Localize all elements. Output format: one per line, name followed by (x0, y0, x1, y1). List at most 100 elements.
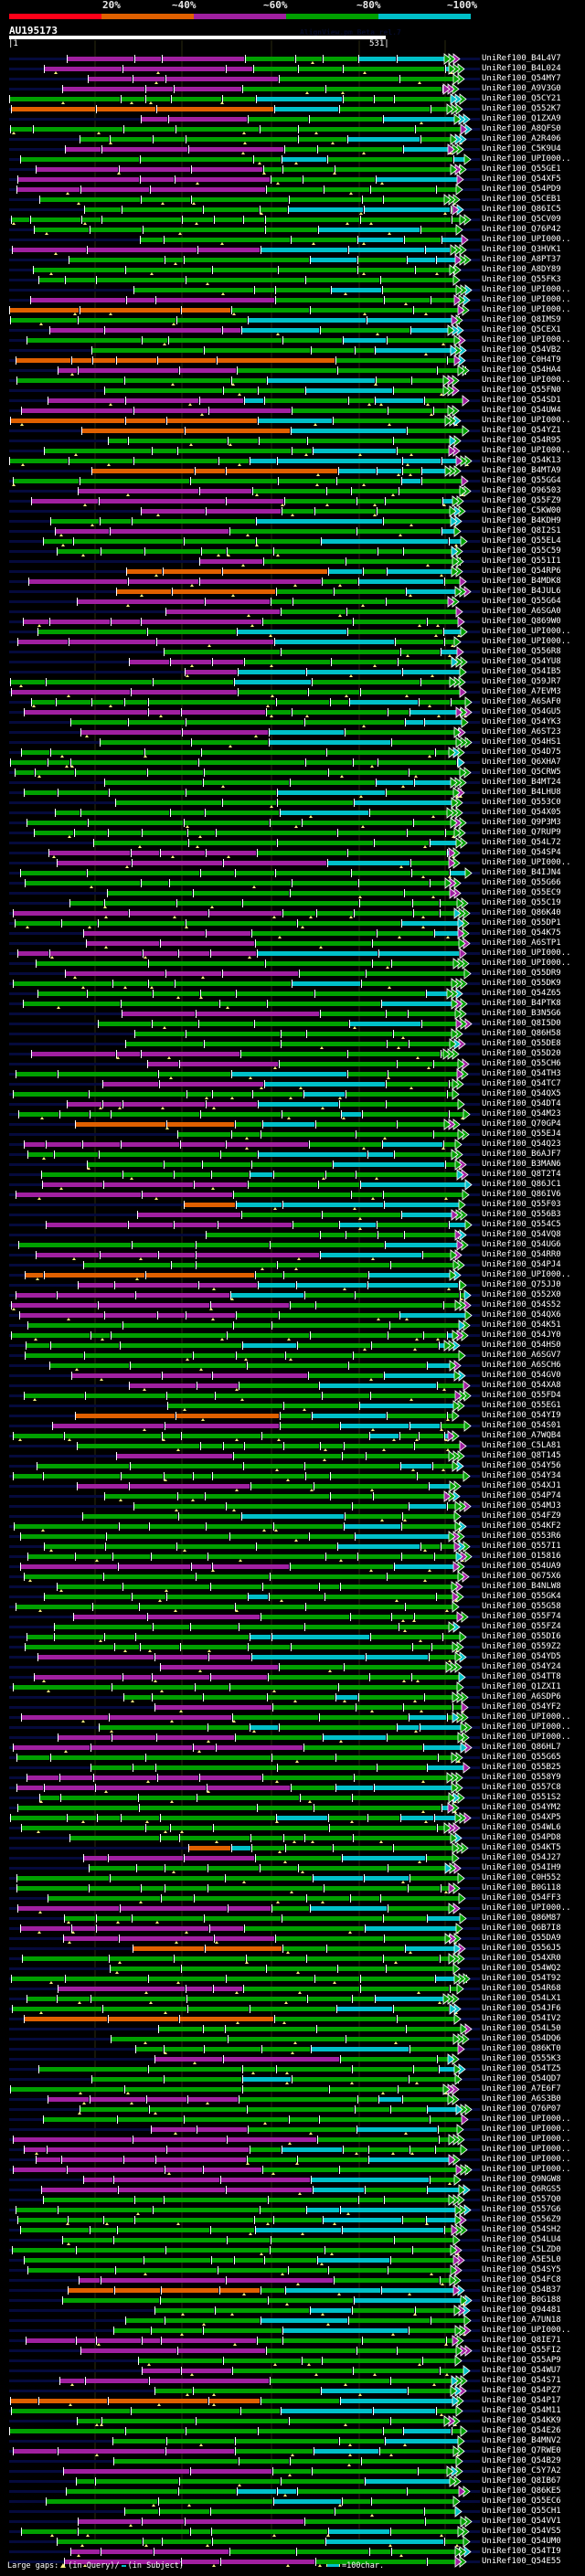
hit-row[interactable]: UniRef100_Q54QX5 (0, 1088, 585, 1100)
hit-label[interactable]: UniRef100_UPI000.. (482, 2135, 571, 2144)
hit-label[interactable]: UniRef100_Q76P42 (482, 225, 561, 234)
hit-row[interactable]: UniRef100_Q54TZ5 (0, 2063, 585, 2075)
hit-row[interactable]: UniRef100_Q54T92 (0, 1973, 585, 1985)
hit-label[interactable]: UniRef100_Q55B25 (482, 1763, 561, 1772)
hit-row[interactable]: UniRef100_Q54LU4 (0, 2234, 585, 2246)
hit-row[interactable]: UniRef100_Q55DI6 (0, 1631, 585, 1643)
hit-label[interactable]: UniRef100_B4NLW8 (482, 1582, 561, 1591)
hit-row[interactable]: UniRef100_UPI000.. (0, 2154, 585, 2166)
hit-row[interactable]: UniRef100_Q5CEX1 (0, 324, 585, 336)
hit-row[interactable]: UniRef100_Q75JJ0 (0, 1279, 585, 1291)
hit-label[interactable]: UniRef100_A8QFS0 (482, 124, 561, 133)
hit-label[interactable]: UniRef100_Q54LU4 (482, 2235, 561, 2244)
hit-row[interactable]: UniRef100_Q54QD7 (0, 2073, 585, 2085)
hit-label[interactable]: UniRef100_Q54PD8 (482, 1833, 561, 1842)
hit-row[interactable]: UniRef100_Q7RUP9 (0, 827, 585, 839)
hit-row[interactable]: UniRef100_Q54UG6 (0, 1239, 585, 1251)
hit-label[interactable]: UniRef100_Q1ZXA9 (482, 114, 561, 123)
hit-row[interactable]: UniRef100_B6AJF7 (0, 1149, 585, 1161)
hit-label[interactable]: UniRef100_A7EVM3 (482, 687, 561, 696)
hit-row[interactable]: UniRef100_Q55DR9 (0, 968, 585, 980)
hit-row[interactable]: UniRef100_Q54KF2 (0, 1521, 585, 1532)
hit-label[interactable]: UniRef100_UPI000.. (482, 949, 571, 958)
hit-label[interactable]: UniRef100_UPI000.. (482, 335, 571, 345)
hit-label[interactable]: UniRef100_Q54S01 (482, 1421, 561, 1430)
hit-row[interactable]: UniRef100_Q54HS0 (0, 1340, 585, 1352)
hit-label[interactable]: UniRef100_Q8IE71 (482, 2336, 561, 2345)
hit-row[interactable]: UniRef100_Q54K51 (0, 1320, 585, 1331)
hit-label[interactable]: UniRef100_UPI000.. (482, 2326, 571, 2335)
hit-label[interactable]: UniRef100_Q55DK9 (482, 979, 561, 988)
hit-row[interactable]: UniRef100_Q54R68 (0, 1983, 585, 1995)
hit-label[interactable]: UniRef100_UPI000.. (482, 1903, 571, 1913)
hit-row[interactable]: UniRef100_Q54TT8 (0, 1671, 585, 1683)
hit-label[interactable]: UniRef100_Q55EC9 (482, 888, 561, 897)
hit-row[interactable]: UniRef100_Q54WU7 (0, 2365, 585, 2377)
hit-row[interactable]: UniRef100_Q54SH2 (0, 2224, 585, 2236)
hit-label[interactable]: UniRef100_Q54Q23 (482, 1140, 561, 1149)
hit-label[interactable]: UniRef100_UPI000.. (482, 2145, 571, 2154)
hit-label[interactable]: UniRef100_B4IJN4 (482, 868, 561, 877)
hit-row[interactable]: UniRef100_B4MDK8 (0, 576, 585, 588)
hit-row[interactable]: UniRef100_B3N5G6 (0, 1008, 585, 1020)
hit-row[interactable]: UniRef100_Q8I5D0 (0, 1018, 585, 1030)
hit-row[interactable]: UniRef100_A2R406 (0, 133, 585, 145)
hit-label[interactable]: UniRef100_UPI000.. (482, 235, 571, 244)
hit-row[interactable]: UniRef100_Q55FI2 (0, 2345, 585, 2357)
hit-row[interactable]: UniRef100_Q86JC1 (0, 1179, 585, 1191)
hit-row[interactable]: UniRef100_Q54PD8 (0, 1832, 585, 1844)
hit-row[interactable]: UniRef100_UPI000.. (0, 1712, 585, 1723)
hit-label[interactable]: UniRef100_Q55FZ4 (482, 1622, 561, 1631)
hit-row[interactable]: UniRef100_Q54PZ7 (0, 2385, 585, 2397)
hit-label[interactable]: UniRef100_UPI000.. (482, 1712, 571, 1722)
hit-label[interactable]: UniRef100_Q55CH6 (482, 1059, 561, 1068)
hit-row[interactable]: UniRef100_B4LHU8 (0, 787, 585, 799)
hit-label[interactable]: UniRef100_B3MAN6 (482, 1160, 561, 1169)
hit-label[interactable]: UniRef100_Q54R95 (482, 436, 561, 445)
hit-row[interactable]: UniRef100_Q554C5 (0, 1219, 585, 1231)
hit-row[interactable]: UniRef100_C5LZD0 (0, 2244, 585, 2256)
hit-row[interactable]: UniRef100_Q54SY5 (0, 2264, 585, 2276)
hit-row[interactable]: UniRef100_Q54PJ4 (0, 1259, 585, 1271)
hit-row[interactable]: UniRef100_UPI000.. (0, 626, 585, 638)
hit-label[interactable]: UniRef100_A6SCH6 (482, 1361, 561, 1370)
hit-row[interactable]: UniRef100_Q1ZXA9 (0, 113, 585, 125)
hit-label[interactable]: UniRef100_Q558Y9 (482, 1773, 561, 1782)
hit-label[interactable]: UniRef100_Q54Z65 (482, 989, 561, 998)
hit-label[interactable]: UniRef100_A6ST23 (482, 727, 561, 737)
hit-label[interactable]: UniRef100_Q55DR9 (482, 969, 561, 978)
hit-label[interactable]: UniRef100_B4PTK8 (482, 999, 561, 1008)
hit-label[interactable]: UniRef100_Q552K7 (482, 104, 561, 113)
hit-row[interactable]: UniRef100_UPI000.. (0, 636, 585, 648)
hit-row[interactable]: UniRef100_Q54DQ6 (0, 2033, 585, 2045)
hit-label[interactable]: UniRef100_UPI000.. (482, 2155, 571, 2164)
hit-label[interactable]: UniRef100_Q54B37 (482, 2285, 561, 2295)
hit-row[interactable]: UniRef100_Q55FN0 (0, 385, 585, 397)
hit-row[interactable]: UniRef100_Q55FZ4 (0, 1621, 585, 1633)
hit-row[interactable]: UniRef100_A9V3G0 (0, 83, 585, 95)
hit-label[interactable]: UniRef100_Q55FZ9 (482, 496, 561, 505)
hit-row[interactable]: UniRef100_Q54SD1 (0, 395, 585, 407)
hit-row[interactable]: UniRef100_B4MTA9 (0, 465, 585, 477)
hit-row[interactable]: UniRef100_B4NLW8 (0, 1581, 585, 1593)
hit-label[interactable]: UniRef100_Q54XJ1 (482, 1481, 561, 1490)
hit-label[interactable]: UniRef100_Q54TZ5 (482, 2064, 561, 2073)
hit-row[interactable]: UniRef100_Q55G66 (0, 877, 585, 889)
hit-row[interactable]: UniRef100_Q55G64 (0, 596, 585, 608)
hit-label[interactable]: UniRef100_A6SGV7 (482, 1351, 561, 1360)
hit-row[interactable]: UniRef100_Q54TC7 (0, 1078, 585, 1090)
hit-label[interactable]: UniRef100_Q54DQ6 (482, 2034, 561, 2043)
hit-row[interactable]: UniRef100_Q54P74 (0, 1490, 585, 1502)
hit-row[interactable]: UniRef100_Q552K7 (0, 103, 585, 115)
hit-row[interactable]: UniRef100_UPI000.. (0, 1269, 585, 1281)
hit-row[interactable]: UniRef100_A8QFS0 (0, 123, 585, 135)
hit-label[interactable]: UniRef100_UPI000.. (482, 154, 571, 164)
hit-row[interactable]: UniRef100_Q86HL7 (0, 1742, 585, 1754)
hit-row[interactable]: UniRef100_Q54KT5 (0, 1842, 585, 1854)
hit-label[interactable]: UniRef100_Q54UA9 (482, 1562, 561, 1571)
hit-row[interactable]: UniRef100_Q5CEB1 (0, 194, 585, 206)
hit-label[interactable]: UniRef100_Q54GU5 (482, 707, 561, 716)
hit-label[interactable]: UniRef100_Q86K40 (482, 908, 561, 917)
hit-label[interactable]: UniRef100_UPI000.. (482, 1270, 571, 1279)
hit-row[interactable]: UniRef100_Q6RGS5 (0, 2184, 585, 2196)
